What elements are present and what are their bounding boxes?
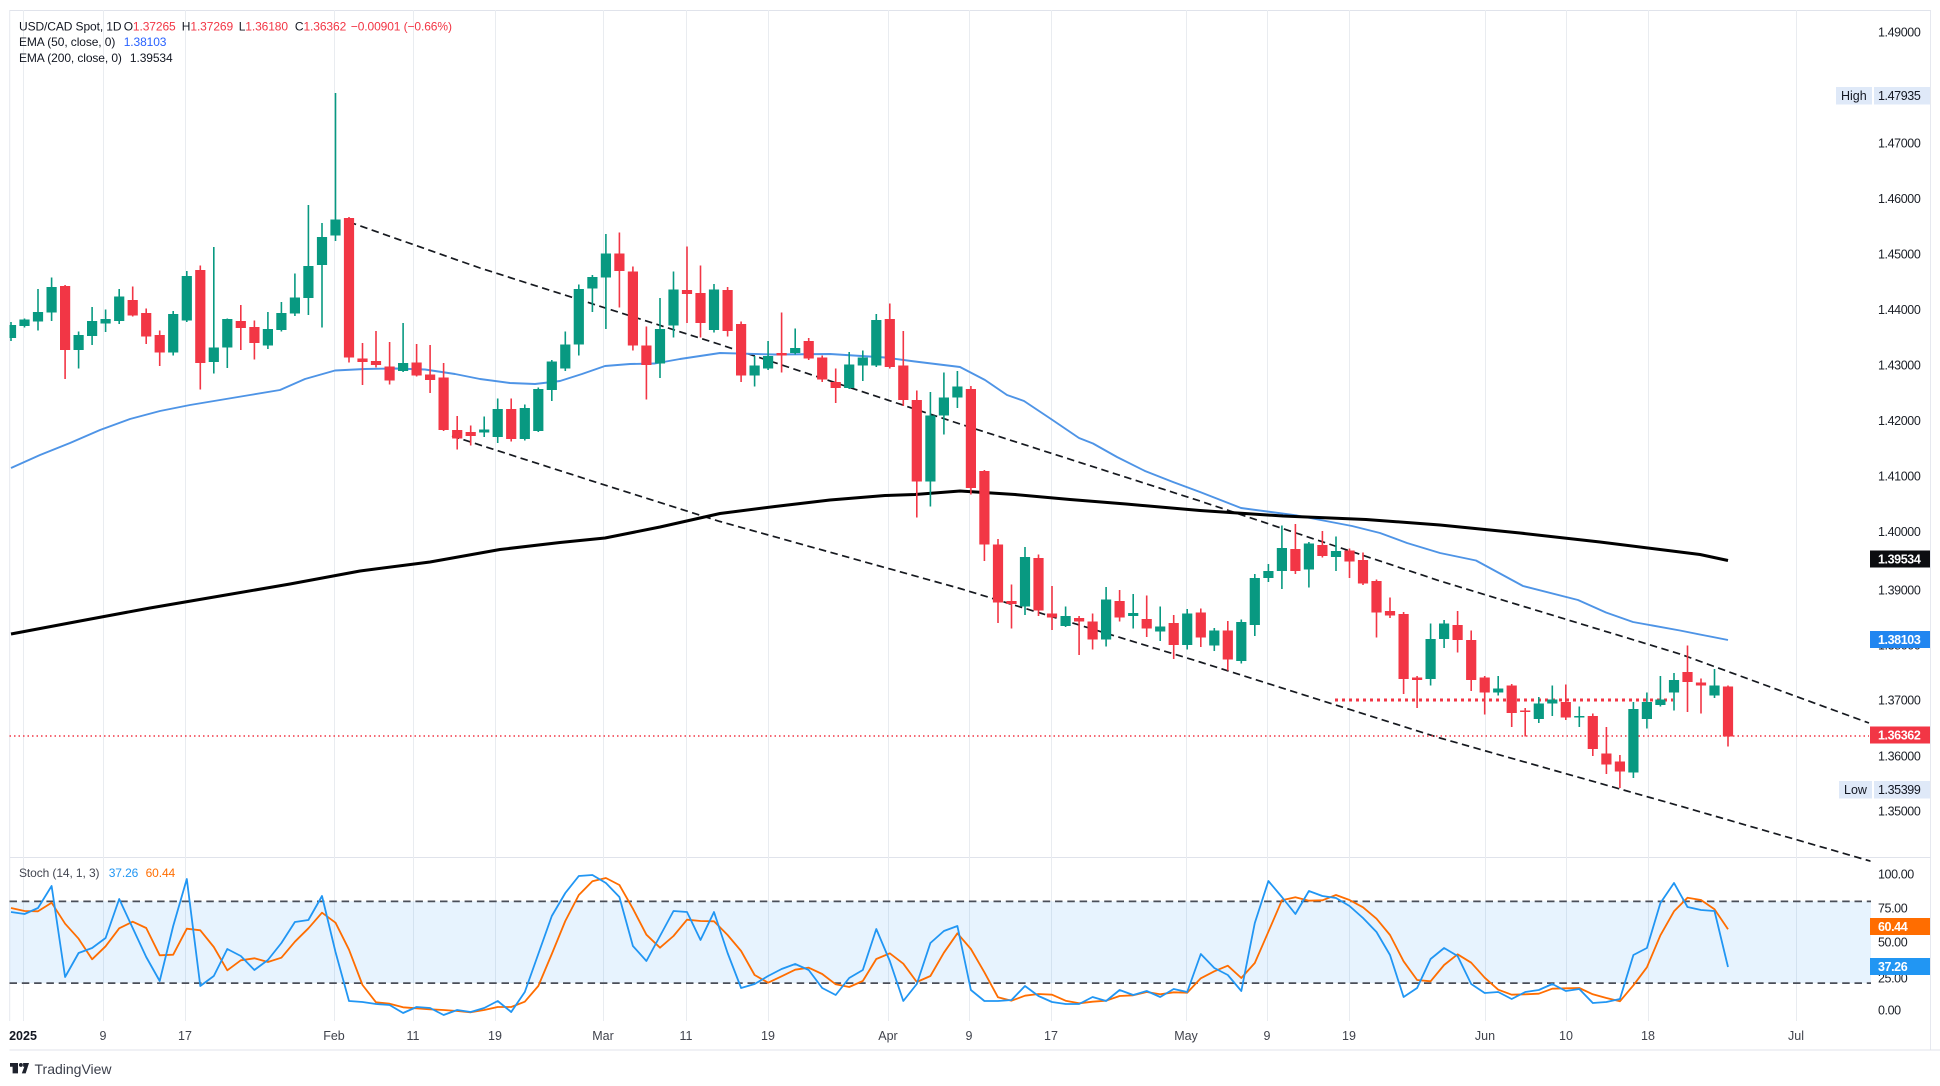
svg-text:1.46000: 1.46000 xyxy=(1878,192,1921,206)
svg-text:50.00: 50.00 xyxy=(1878,936,1908,950)
svg-text:18: 18 xyxy=(1641,1029,1655,1043)
svg-text:9: 9 xyxy=(1264,1029,1271,1043)
svg-text:11: 11 xyxy=(407,1029,420,1043)
svg-text:1.36000: 1.36000 xyxy=(1878,750,1921,764)
svg-text:1.40000: 1.40000 xyxy=(1878,525,1921,539)
svg-text:TradingView: TradingView xyxy=(35,1061,113,1077)
svg-text:Feb: Feb xyxy=(323,1029,345,1043)
svg-text:75.00: 75.00 xyxy=(1878,902,1908,916)
svg-text:1.35399: 1.35399 xyxy=(1878,783,1921,797)
svg-text:1.47000: 1.47000 xyxy=(1878,137,1921,151)
svg-text:1.45000: 1.45000 xyxy=(1878,248,1921,262)
svg-text:1.38103: 1.38103 xyxy=(1878,633,1921,647)
svg-text:10: 10 xyxy=(1559,1029,1573,1043)
svg-text:1.42000: 1.42000 xyxy=(1878,414,1921,428)
svg-text:2025: 2025 xyxy=(9,1029,37,1043)
svg-text:9: 9 xyxy=(100,1029,107,1043)
svg-text:37.26: 37.26 xyxy=(1878,960,1908,974)
svg-text:9: 9 xyxy=(966,1029,973,1043)
svg-text:1.47935: 1.47935 xyxy=(1878,89,1921,103)
svg-text:1.37000: 1.37000 xyxy=(1878,694,1921,708)
svg-text:11: 11 xyxy=(680,1029,693,1043)
svg-text:100.00: 100.00 xyxy=(1878,868,1914,882)
svg-text:Mar: Mar xyxy=(592,1029,614,1043)
svg-text:1.49000: 1.49000 xyxy=(1878,26,1921,40)
svg-text:1.35000: 1.35000 xyxy=(1878,805,1921,819)
svg-text:1.44000: 1.44000 xyxy=(1878,303,1921,317)
svg-text:EMA (50, close, 0)1.38103: EMA (50, close, 0) 1.38103 xyxy=(19,35,167,49)
svg-text:Low: Low xyxy=(1844,783,1868,797)
svg-text:EMA (200, close, 0)1.39534: EMA (200, close, 0) 1.39534 xyxy=(19,51,173,65)
svg-text:May: May xyxy=(1174,1029,1198,1043)
svg-text:19: 19 xyxy=(1342,1029,1356,1043)
svg-text:1.39000: 1.39000 xyxy=(1878,584,1921,598)
svg-text:0.00: 0.00 xyxy=(1878,1004,1901,1018)
svg-text:17: 17 xyxy=(178,1029,192,1043)
svg-text:1.39534: 1.39534 xyxy=(1878,553,1921,567)
svg-text:1.43000: 1.43000 xyxy=(1878,359,1921,373)
svg-text:High: High xyxy=(1841,89,1867,103)
svg-text:1.41000: 1.41000 xyxy=(1878,470,1921,484)
svg-text:Jun: Jun xyxy=(1475,1029,1495,1043)
svg-text:17: 17 xyxy=(1044,1029,1058,1043)
svg-text:Apr: Apr xyxy=(878,1029,897,1043)
svg-text:19: 19 xyxy=(488,1029,502,1043)
svg-text:Jul: Jul xyxy=(1788,1029,1804,1043)
svg-text:60.44: 60.44 xyxy=(1878,920,1908,934)
svg-text:19: 19 xyxy=(761,1029,775,1043)
svg-text:1.36362: 1.36362 xyxy=(1878,729,1921,743)
